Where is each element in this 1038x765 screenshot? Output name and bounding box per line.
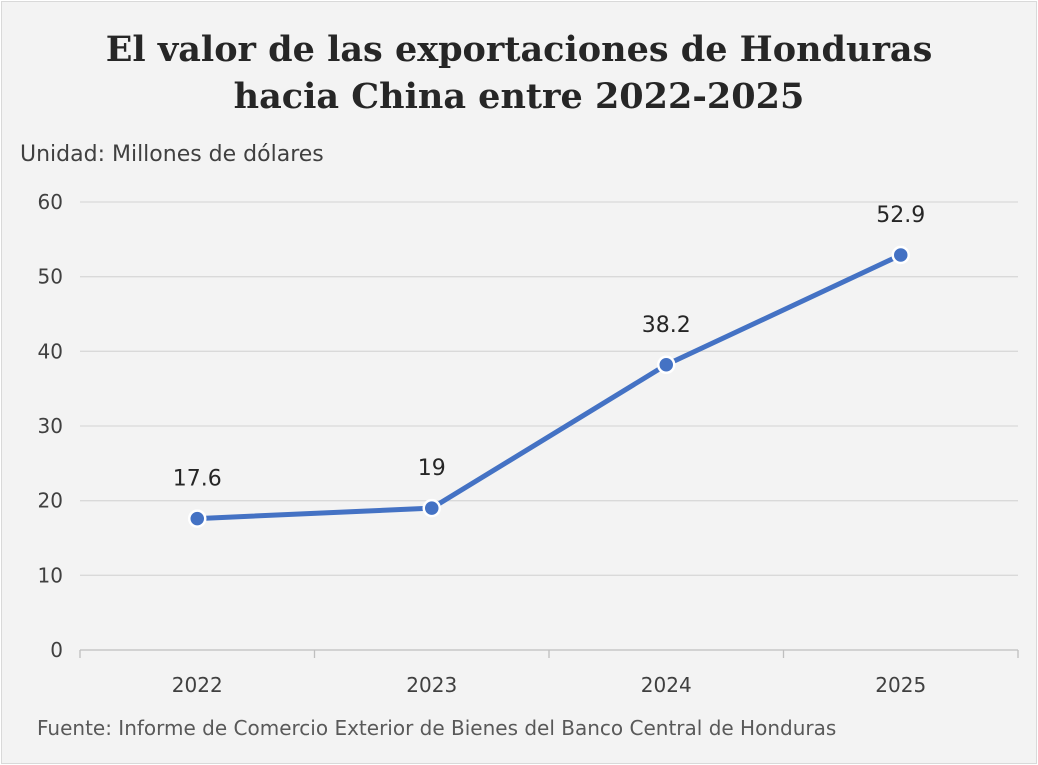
chart-title-line-1: El valor de las exportaciones de Hondura… — [105, 29, 933, 70]
data-label: 38.2 — [642, 313, 691, 338]
y-tick-label: 50 — [38, 265, 63, 289]
y-tick-label: 0 — [50, 638, 63, 662]
data-point — [422, 498, 441, 518]
data-point — [657, 355, 676, 375]
y-tick-label: 30 — [38, 414, 63, 438]
data-label: 19 — [418, 456, 446, 481]
x-tick-label: 2022 — [172, 673, 223, 697]
x-tick-label: 2024 — [641, 673, 692, 697]
x-tick-label: 2025 — [875, 673, 926, 697]
data-label: 52.9 — [876, 203, 925, 228]
data-point — [891, 245, 910, 265]
y-tick-label: 10 — [38, 563, 63, 587]
series-line — [194, 252, 904, 522]
y-tick-label: 60 — [38, 190, 63, 214]
data-point — [188, 509, 207, 528]
y-tick-label: 40 — [38, 339, 63, 363]
y-tick-label: 20 — [38, 489, 63, 513]
x-tick-label: 2023 — [406, 673, 457, 697]
unit-label: Unidad: Millones de dólares — [20, 142, 324, 167]
data-label: 17.6 — [173, 467, 222, 492]
chart-title: El valor de las exportaciones de Hondura… — [0, 26, 1038, 120]
chart-title-line-2: hacia China entre 2022-2025 — [233, 76, 805, 117]
source-note: Fuente: Informe de Comercio Exterior de … — [37, 716, 837, 740]
